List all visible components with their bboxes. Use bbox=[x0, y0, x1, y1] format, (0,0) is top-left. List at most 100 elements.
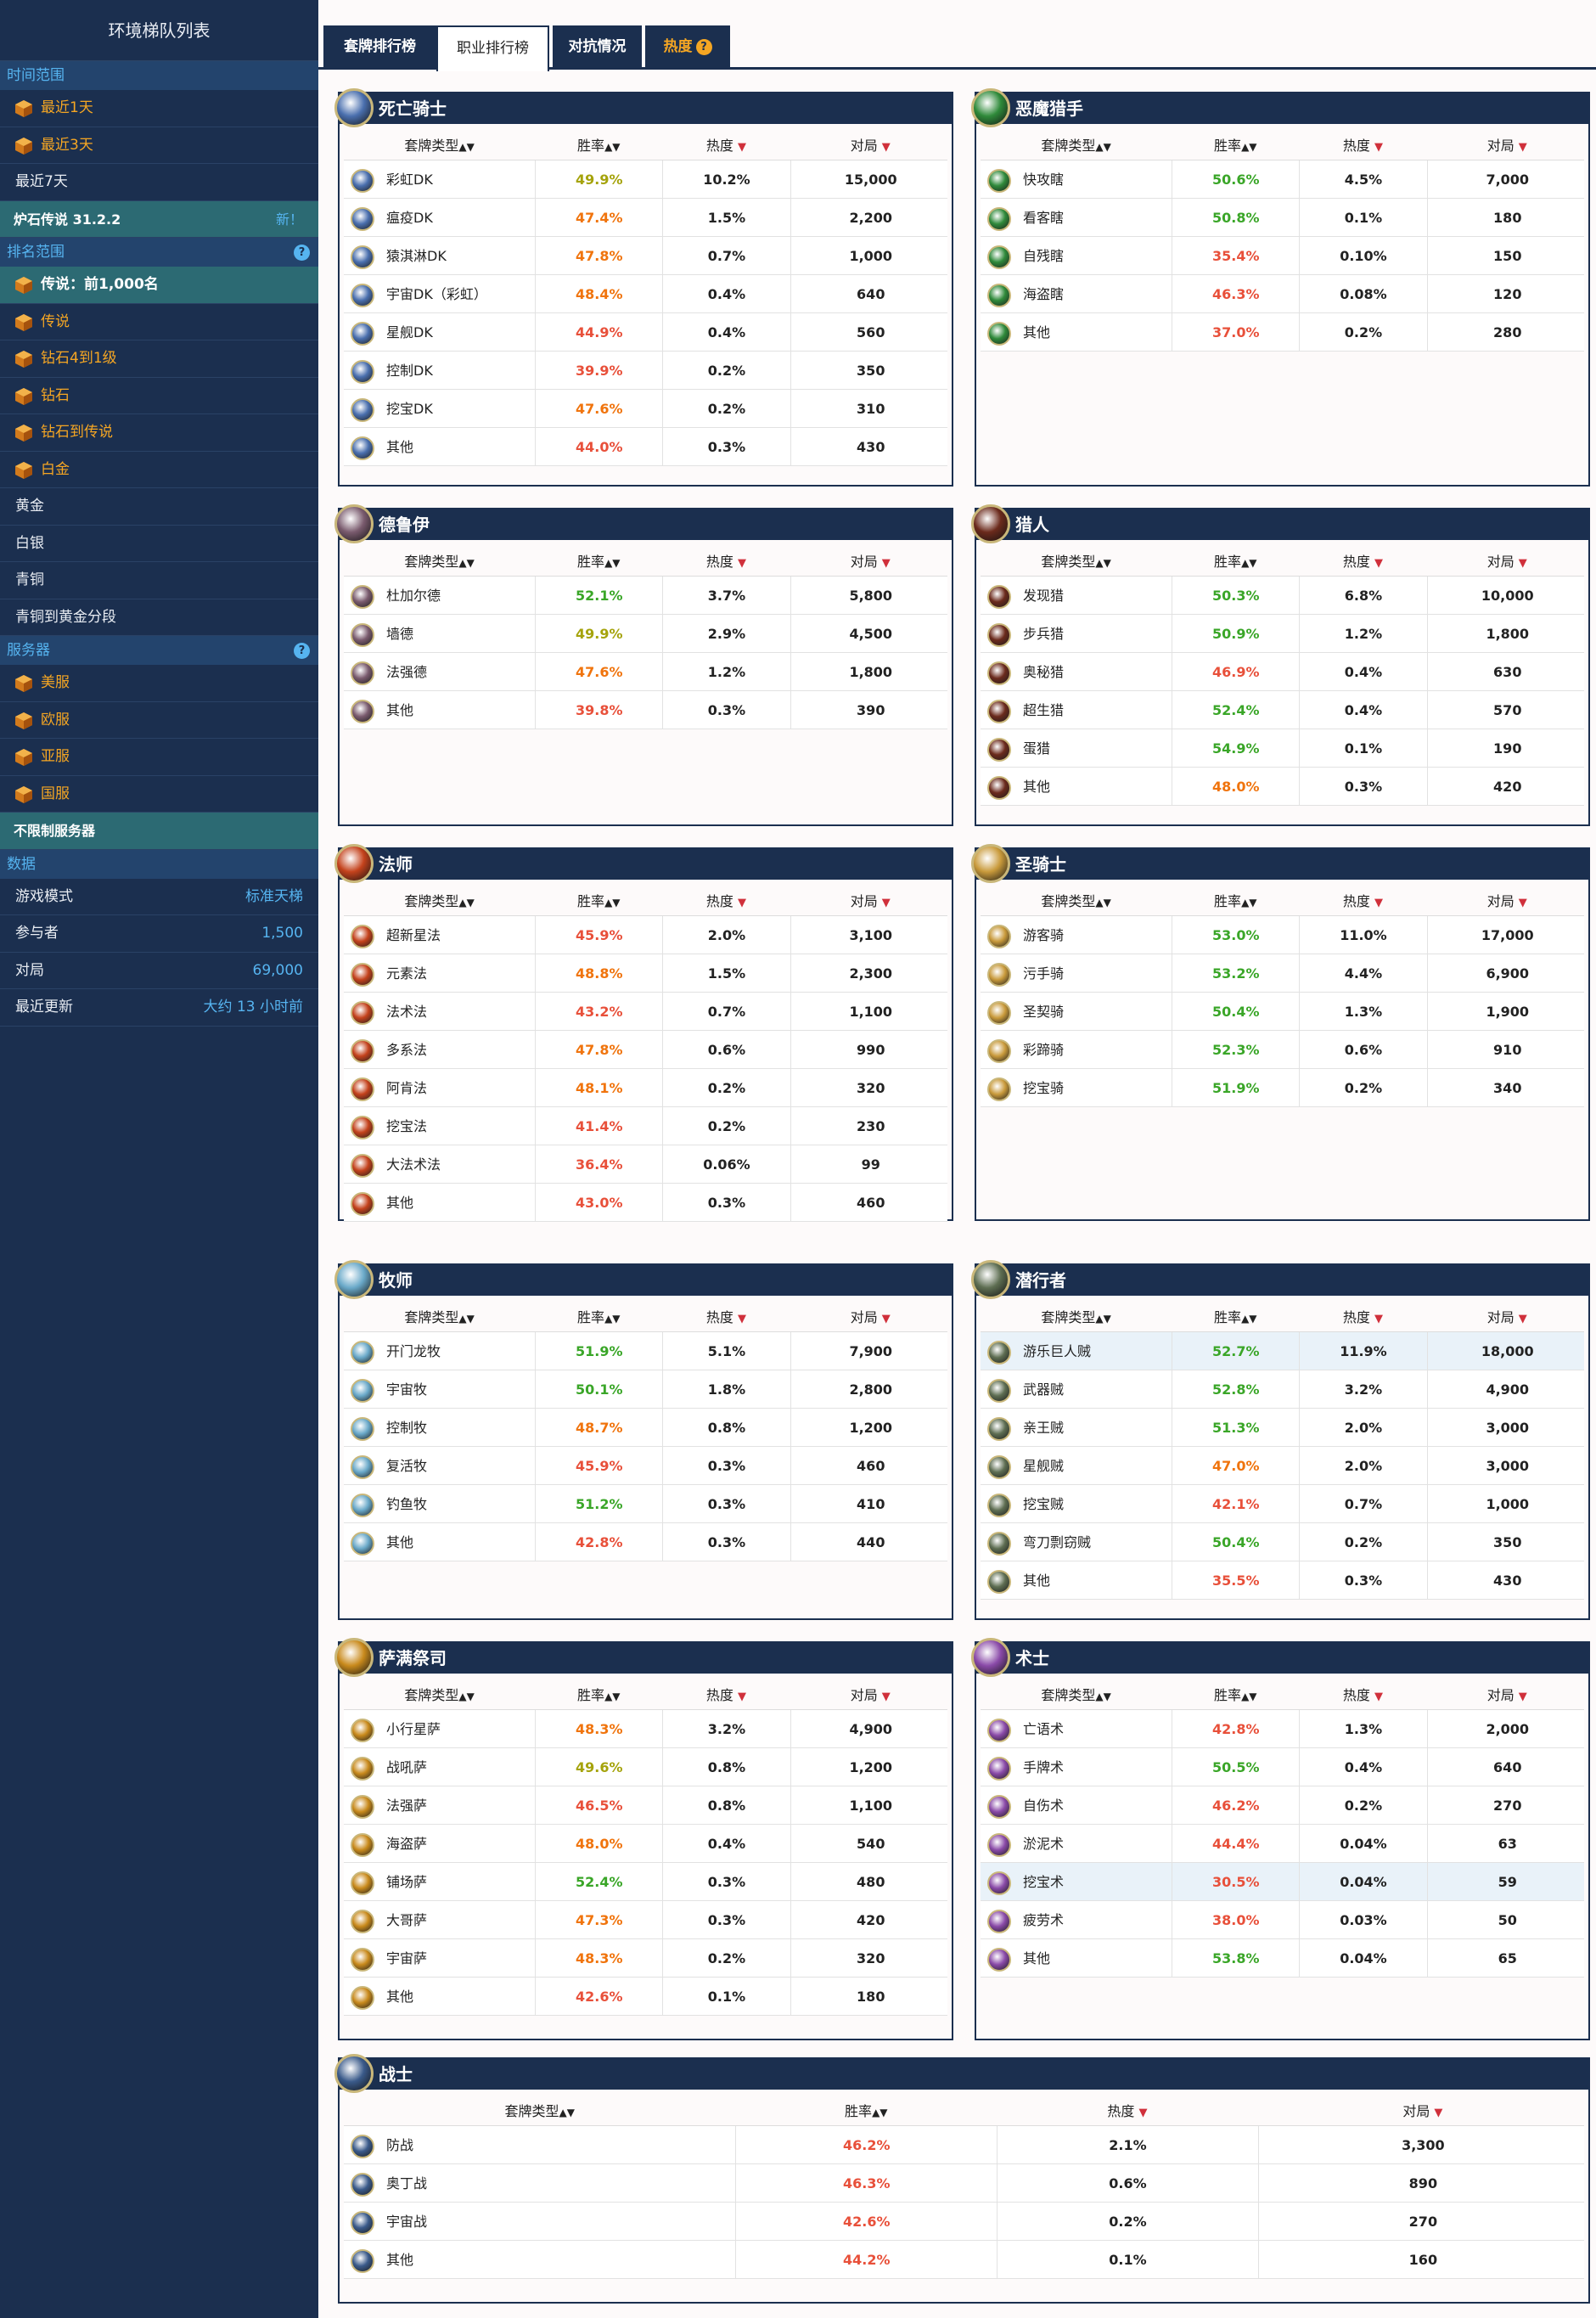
table-row[interactable]: 其他 42.6% 0.1% 180 bbox=[344, 1978, 947, 2016]
table-row[interactable]: 弯刀剽窃贼 50.4% 0.2% 350 bbox=[981, 1523, 1584, 1561]
col-games[interactable]: 对局 ▼ bbox=[790, 134, 951, 155]
col-games[interactable]: 对局 ▼ bbox=[790, 890, 951, 910]
table-row[interactable]: 开门龙牧 51.9% 5.1% 7,900 bbox=[344, 1332, 947, 1370]
table-row[interactable]: 其他 39.8% 0.3% 390 bbox=[344, 691, 947, 729]
table-row[interactable]: 宇宙DK（彩虹） 48.4% 0.4% 640 bbox=[344, 275, 947, 313]
table-row[interactable]: 宇宙萨 48.3% 0.2% 320 bbox=[344, 1939, 947, 1978]
col-deck-type[interactable]: 套牌类型▲▼ bbox=[344, 890, 535, 910]
table-row[interactable]: 铺场萨 52.4% 0.3% 480 bbox=[344, 1863, 947, 1901]
rank-item[interactable]: 传说 bbox=[0, 304, 318, 340]
table-row[interactable]: 多系法 47.8% 0.6% 990 bbox=[344, 1031, 947, 1069]
col-deck-type[interactable]: 套牌类型▲▼ bbox=[344, 550, 535, 571]
table-row[interactable]: 蛋猎 54.9% 0.1% 190 bbox=[981, 729, 1584, 768]
col-popularity[interactable]: 热度 ▼ bbox=[1299, 1306, 1426, 1326]
col-deck-type[interactable]: 套牌类型▲▼ bbox=[344, 134, 535, 155]
server-item[interactable]: 欧服 bbox=[0, 702, 318, 739]
col-popularity[interactable]: 热度 ▼ bbox=[662, 1306, 790, 1326]
table-row[interactable]: 自残瞎 35.4% 0.10% 150 bbox=[981, 237, 1584, 275]
tab-matchups[interactable]: 对抗情况 bbox=[553, 25, 642, 70]
col-winrate[interactable]: 胜率▲▼ bbox=[535, 1306, 662, 1326]
col-deck-type[interactable]: 套牌类型▲▼ bbox=[981, 1684, 1172, 1704]
help-icon[interactable]: ? bbox=[695, 39, 712, 55]
table-row[interactable]: 其他 43.0% 0.3% 460 bbox=[344, 1184, 947, 1222]
table-row[interactable]: 控制牧 48.7% 0.8% 1,200 bbox=[344, 1409, 947, 1447]
col-winrate[interactable]: 胜率▲▼ bbox=[1172, 1306, 1299, 1326]
table-row[interactable]: 疲劳术 38.0% 0.03% 50 bbox=[981, 1901, 1584, 1939]
table-row[interactable]: 挖宝骑 51.9% 0.2% 340 bbox=[981, 1069, 1584, 1107]
col-winrate[interactable]: 胜率▲▼ bbox=[735, 2100, 997, 2120]
table-row[interactable]: 挖宝术 30.5% 0.04% 59 bbox=[981, 1863, 1584, 1901]
col-popularity[interactable]: 热度 ▼ bbox=[1299, 550, 1426, 571]
table-row[interactable]: 其他 44.0% 0.3% 430 bbox=[344, 428, 947, 466]
table-row[interactable]: 海盗萨 48.0% 0.4% 540 bbox=[344, 1825, 947, 1863]
table-row[interactable]: 武器贼 52.8% 3.2% 4,900 bbox=[981, 1370, 1584, 1409]
col-popularity[interactable]: 热度 ▼ bbox=[662, 1684, 790, 1704]
col-winrate[interactable]: 胜率▲▼ bbox=[1172, 890, 1299, 910]
col-winrate[interactable]: 胜率▲▼ bbox=[1172, 1684, 1299, 1704]
table-row[interactable]: 自伤术 46.2% 0.2% 270 bbox=[981, 1786, 1584, 1825]
col-games[interactable]: 对局 ▼ bbox=[790, 1684, 951, 1704]
table-row[interactable]: 控制DK 39.9% 0.2% 350 bbox=[344, 352, 947, 390]
table-row[interactable]: 瘟疫DK 47.4% 1.5% 2,200 bbox=[344, 199, 947, 237]
table-row[interactable]: 淤泥术 44.4% 0.04% 63 bbox=[981, 1825, 1584, 1863]
col-games[interactable]: 对局 ▼ bbox=[1427, 1306, 1588, 1326]
col-winrate[interactable]: 胜率▲▼ bbox=[535, 890, 662, 910]
time-item[interactable]: 最近7天 bbox=[0, 164, 318, 201]
tab-class-ranking[interactable]: 职业排行榜 bbox=[436, 25, 549, 71]
table-row[interactable]: 快攻瞎 50.6% 4.5% 7,000 bbox=[981, 160, 1584, 199]
table-row[interactable]: 其他 42.8% 0.3% 440 bbox=[344, 1523, 947, 1561]
table-row[interactable]: 挖宝DK 47.6% 0.2% 310 bbox=[344, 390, 947, 428]
table-row[interactable]: 宇宙牧 50.1% 1.8% 2,800 bbox=[344, 1370, 947, 1409]
table-row[interactable]: 挖宝贼 42.1% 0.7% 1,000 bbox=[981, 1485, 1584, 1523]
col-popularity[interactable]: 热度 ▼ bbox=[997, 2100, 1258, 2120]
table-row[interactable]: 大法术法 36.4% 0.06% 99 bbox=[344, 1145, 947, 1184]
table-row[interactable]: 奥秘猎 46.9% 0.4% 630 bbox=[981, 653, 1584, 691]
col-popularity[interactable]: 热度 ▼ bbox=[1299, 1684, 1426, 1704]
version-item[interactable]: 炉石传说 31.2.2 新！ bbox=[0, 200, 318, 238]
rank-item[interactable]: 钻石4到1级 bbox=[0, 340, 318, 378]
col-deck-type[interactable]: 套牌类型▲▼ bbox=[344, 2100, 735, 2120]
table-row[interactable]: 防战 46.2% 2.1% 3,300 bbox=[344, 2126, 1584, 2164]
table-row[interactable]: 亡语术 42.8% 1.3% 2,000 bbox=[981, 1710, 1584, 1748]
table-row[interactable]: 宇宙战 42.6% 0.2% 270 bbox=[344, 2203, 1584, 2241]
col-deck-type[interactable]: 套牌类型▲▼ bbox=[344, 1684, 535, 1704]
table-row[interactable]: 其他 53.8% 0.04% 65 bbox=[981, 1939, 1584, 1978]
table-row[interactable]: 猿淇淋DK 47.8% 0.7% 1,000 bbox=[344, 237, 947, 275]
table-row[interactable]: 法强德 47.6% 1.2% 1,800 bbox=[344, 653, 947, 691]
col-popularity[interactable]: 热度 ▼ bbox=[662, 550, 790, 571]
table-row[interactable]: 手牌术 50.5% 0.4% 640 bbox=[981, 1748, 1584, 1786]
rank-item[interactable]: 青铜到黄金分段 bbox=[0, 599, 318, 636]
table-row[interactable]: 星舰贼 47.0% 2.0% 3,000 bbox=[981, 1447, 1584, 1485]
table-row[interactable]: 奥丁战 46.3% 0.6% 890 bbox=[344, 2164, 1584, 2203]
col-deck-type[interactable]: 套牌类型▲▼ bbox=[981, 134, 1172, 155]
col-games[interactable]: 对局 ▼ bbox=[1258, 2100, 1588, 2120]
table-row[interactable]: 星舰DK 44.9% 0.4% 560 bbox=[344, 313, 947, 352]
col-games[interactable]: 对局 ▼ bbox=[790, 1306, 951, 1326]
table-row[interactable]: 复活牧 45.9% 0.3% 460 bbox=[344, 1447, 947, 1485]
table-row[interactable]: 钓鱼牧 51.2% 0.3% 410 bbox=[344, 1485, 947, 1523]
table-row[interactable]: 海盗瞎 46.3% 0.08% 120 bbox=[981, 275, 1584, 313]
col-winrate[interactable]: 胜率▲▼ bbox=[1172, 134, 1299, 155]
table-row[interactable]: 小行星萨 48.3% 3.2% 4,900 bbox=[344, 1710, 947, 1748]
rank-item[interactable]: 白金 bbox=[0, 452, 318, 488]
table-row[interactable]: 发现猎 50.3% 6.8% 10,000 bbox=[981, 577, 1584, 615]
table-row[interactable]: 超生猎 52.4% 0.4% 570 bbox=[981, 691, 1584, 729]
table-row[interactable]: 看客瞎 50.8% 0.1% 180 bbox=[981, 199, 1584, 237]
rank-item[interactable]: 青铜 bbox=[0, 562, 318, 599]
table-row[interactable]: 污手骑 53.2% 4.4% 6,900 bbox=[981, 954, 1584, 993]
server-item[interactable]: 美服 bbox=[0, 665, 318, 702]
table-row[interactable]: 亲王贼 51.3% 2.0% 3,000 bbox=[981, 1409, 1584, 1447]
server-item-selected[interactable]: 不限制服务器 bbox=[0, 813, 318, 850]
table-row[interactable]: 大哥萨 47.3% 0.3% 420 bbox=[344, 1901, 947, 1939]
server-item[interactable]: 亚服 bbox=[0, 739, 318, 776]
col-deck-type[interactable]: 套牌类型▲▼ bbox=[981, 890, 1172, 910]
table-row[interactable]: 彩蹄骑 52.3% 0.6% 910 bbox=[981, 1031, 1584, 1069]
table-row[interactable]: 超新星法 45.9% 2.0% 3,100 bbox=[344, 916, 947, 954]
col-games[interactable]: 对局 ▼ bbox=[1427, 134, 1588, 155]
tab-deck-ranking[interactable]: 套牌排行榜 bbox=[323, 25, 436, 70]
col-popularity[interactable]: 热度 ▼ bbox=[1299, 890, 1426, 910]
table-row[interactable]: 游乐巨人贼 52.7% 11.9% 18,000 bbox=[981, 1332, 1584, 1370]
table-row[interactable]: 阿肯法 48.1% 0.2% 320 bbox=[344, 1069, 947, 1107]
table-row[interactable]: 战吼萨 49.6% 0.8% 1,200 bbox=[344, 1748, 947, 1786]
time-item[interactable]: 最近3天 bbox=[0, 127, 318, 164]
